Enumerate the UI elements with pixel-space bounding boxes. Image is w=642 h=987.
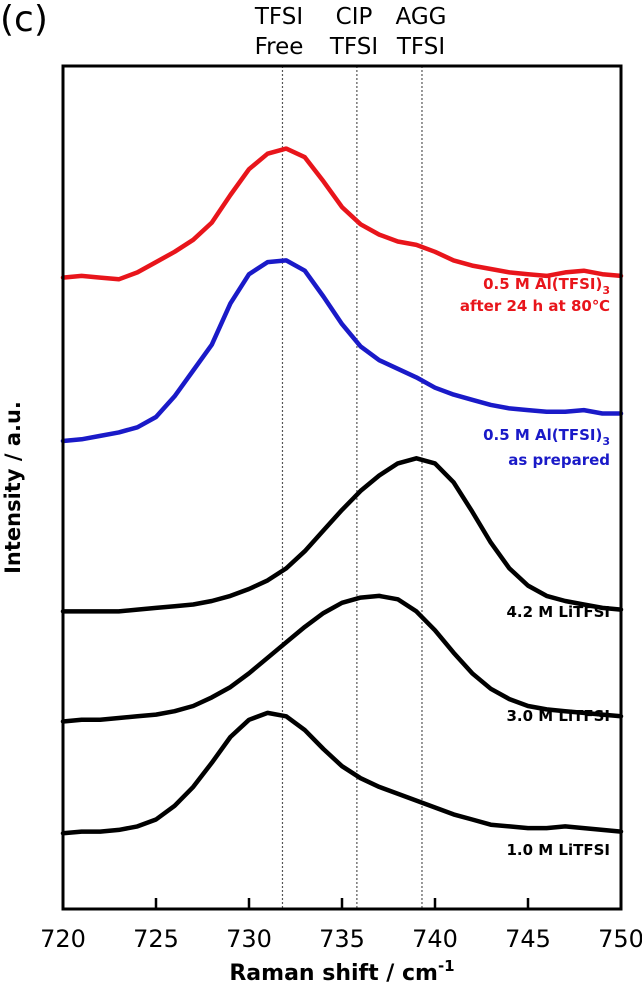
series-label-5: 1.0 M LiTFSI	[506, 841, 610, 859]
x-axis-ticks: 720 725 730 735 740 745 750	[40, 898, 642, 953]
x-tick-label: 740	[412, 925, 458, 953]
peak-label-agg-tfsi: AGG TFSI	[386, 2, 456, 62]
series-label-3: 4.2 M LiTFSI	[506, 603, 610, 621]
x-tick-label: 750	[598, 925, 642, 953]
panel-label: (c)	[0, 0, 48, 40]
x-tick-label: 725	[133, 925, 179, 953]
x-tick-label: 720	[40, 925, 86, 953]
y-axis-label: Intensity / a.u.	[1, 401, 25, 574]
series-line-1	[60, 146, 624, 282]
peak-label-cip-tfsi: CIP TFSI	[320, 2, 388, 62]
peak-label-free-line2: Free	[254, 34, 304, 60]
x-tick-label: 745	[505, 925, 551, 953]
series-line-4	[60, 593, 624, 724]
plot-frame	[61, 64, 623, 911]
series-label-2: 0.5 M Al(TFSI)3	[483, 426, 610, 448]
peak-label-free-tfsi: TFSI Free	[244, 2, 314, 62]
series-label-4: 3.0 M LiTFSI	[506, 707, 610, 725]
peak-label-agg-line2: TFSI	[396, 34, 446, 60]
peak-label-cip-line1: CIP	[335, 4, 373, 30]
series-line-3	[60, 456, 624, 614]
peak-label-free-line1: TFSI	[254, 4, 304, 30]
x-axis-label-superscript: -1	[438, 957, 455, 975]
series-line-5	[60, 710, 624, 836]
reference-lines	[281, 66, 423, 909]
peak-label-agg-line1: AGG	[395, 4, 447, 30]
peak-label-cip-line2: TFSI	[329, 34, 379, 60]
spectra-curves	[60, 146, 624, 836]
series-label-1: 0.5 M Al(TFSI)3	[483, 275, 610, 297]
x-axis-label: Raman shift / cm-1	[229, 957, 454, 986]
series-label-2-line2: as prepared	[508, 451, 610, 469]
series-label-1-line2: after 24 h at 80℃	[460, 297, 610, 315]
series-line-2	[60, 258, 624, 444]
x-tick-label: 735	[319, 925, 365, 953]
x-tick-label: 730	[226, 925, 272, 953]
x-axis-label-text: Raman shift / cm	[229, 961, 438, 986]
